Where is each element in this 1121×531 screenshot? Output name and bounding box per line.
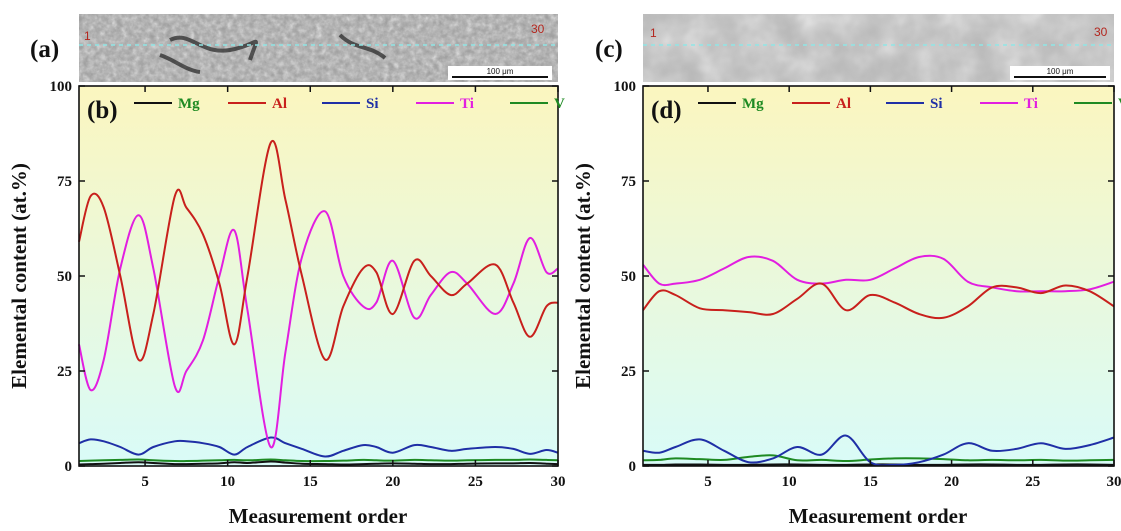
micrograph-c-end-label: 30 — [1094, 25, 1108, 39]
micrograph-a: 1 30 100 μm — [79, 14, 558, 82]
chart-d-xlabel: Measurement order — [789, 504, 968, 528]
chart-b: 0 25 50 75 100 5 10 15 20 25 30 (b) Mg Al Si Ti V Meas… — [7, 79, 566, 528]
chart-b-xtick-label: 5 — [141, 474, 149, 490]
chart-d-xtick-label: 25 — [1025, 474, 1040, 490]
chart-b-legend-label-mg: Mg — [178, 96, 200, 112]
chart-b-legend-label-si: Si — [366, 96, 379, 112]
panel-label-d: (d) — [651, 97, 682, 124]
chart-d-xtick-label: 30 — [1107, 474, 1121, 490]
chart-b-xtick-label: 25 — [468, 474, 483, 490]
chart-d-legend-label-mg: Mg — [742, 96, 764, 112]
chart-d-legend-label-si: Si — [930, 96, 943, 112]
chart-d-ylabel: Elemental content (at.%) — [571, 163, 595, 389]
chart-d-legend-label-v: V — [1118, 96, 1121, 112]
chart-b-legend-label-v: V — [554, 96, 565, 112]
chart-d-ytick-label: 75 — [621, 174, 636, 190]
micrograph-a-end-label: 30 — [531, 22, 545, 36]
panel-label-b: (b) — [87, 97, 118, 124]
micrograph-c: 1 30 100 μm — [643, 14, 1114, 82]
micrograph-a-scale-label: 100 μm — [487, 67, 514, 76]
chart-d-legend-label-ti: Ti — [1024, 96, 1038, 112]
chart-d: 0 25 50 75 100 5 10 15 20 25 30 (d) Mg Al Si Ti V Meas… — [571, 79, 1121, 528]
chart-b-ytick-label: 25 — [57, 364, 72, 380]
chart-d-ytick-label: 50 — [621, 269, 636, 285]
chart-b-series-si-line — [78, 436, 559, 458]
micrograph-c-scale-label: 100 μm — [1047, 67, 1074, 76]
chart-b-ytick-label: 0 — [65, 459, 73, 475]
chart-d-ytick-label: 25 — [621, 364, 636, 380]
chart-d-xtick-label: 20 — [944, 474, 959, 490]
chart-b-xtick-label: 20 — [385, 474, 400, 490]
chart-b-xlabel: Measurement order — [229, 504, 408, 528]
micrograph-a-start-label: 1 — [84, 29, 91, 43]
chart-b-xtick-label: 10 — [220, 474, 235, 490]
micrograph-c-start-label: 1 — [650, 26, 657, 40]
chart-d-legend-label-al: Al — [836, 96, 851, 112]
chart-d-series-v-line — [642, 454, 1115, 463]
chart-d-xtick-label: 5 — [704, 474, 712, 490]
chart-d-series-al-line — [642, 282, 1115, 320]
chart-d-ytick-label: 100 — [614, 79, 637, 95]
chart-d-xtick-label: 15 — [863, 474, 878, 490]
chart-d-xtick-label: 10 — [782, 474, 797, 490]
chart-b-legend-label-al: Al — [272, 96, 287, 112]
chart-d-ticks: 0 25 50 75 100 5 10 15 20 25 30 — [614, 79, 1121, 490]
chart-d-ytick-label: 0 — [629, 459, 637, 475]
panel-label-c: (c) — [595, 36, 623, 63]
chart-b-background — [79, 86, 558, 466]
chart-b-ylabel: Elemental content (at.%) — [7, 163, 31, 389]
chart-d-legend: Mg Al Si Ti V — [698, 96, 1121, 112]
chart-b-legend-label-ti: Ti — [460, 96, 474, 112]
chart-b-xtick-label: 30 — [551, 474, 566, 490]
chart-b-series-al-line — [78, 139, 559, 362]
panel-label-a: (a) — [30, 36, 59, 63]
micrograph-a-dark-regions — [159, 33, 387, 74]
chart-b-legend: Mg Al Si Ti V — [134, 96, 565, 112]
chart-b-ticks: 0 25 50 75 100 5 10 15 20 25 30 — [50, 79, 566, 490]
chart-b-ytick-label: 50 — [57, 269, 72, 285]
chart-b-ytick-label: 75 — [57, 174, 72, 190]
chart-b-ytick-label: 100 — [50, 79, 73, 95]
chart-b-xtick-label: 15 — [303, 474, 318, 490]
